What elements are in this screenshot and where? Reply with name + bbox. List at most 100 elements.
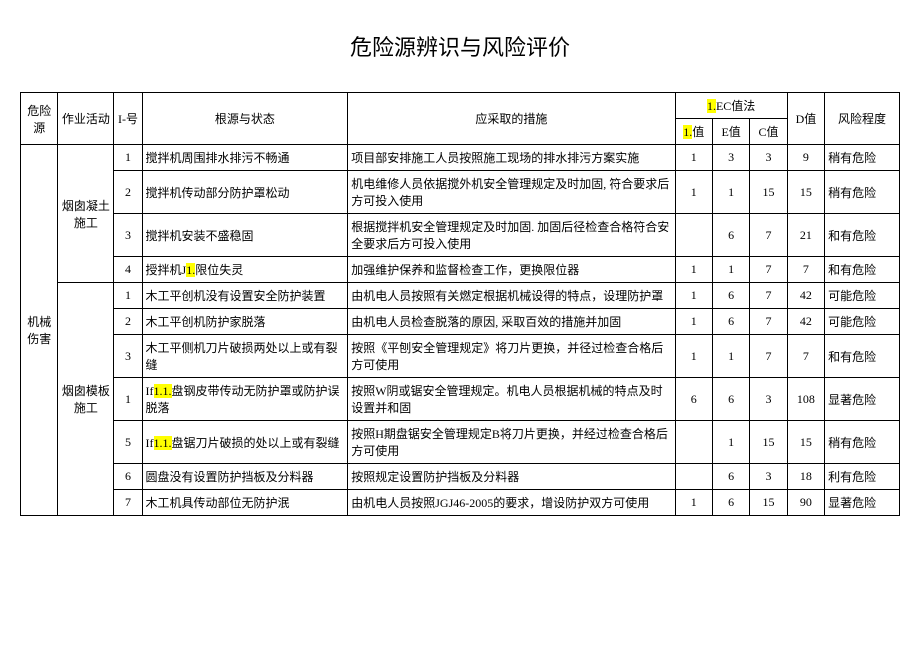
source-cell: 木工平创机没有设置安全防护装置 — [142, 283, 348, 309]
d-cell: 15 — [787, 421, 824, 464]
th-method: 1.EC值法 — [675, 93, 787, 119]
table-row: 3搅拌机安装不盛稳固根据搅拌机安全管理规定及时加固. 加固后径检查合格符合安全要… — [21, 214, 900, 257]
d-cell: 7 — [787, 257, 824, 283]
level-cell: 稍有危险 — [825, 421, 900, 464]
seq-cell: 5 — [114, 421, 142, 464]
l-cell: 1 — [675, 309, 712, 335]
source-cell: If1.1.盘锯刀片破损的处以上或有裂缝 — [142, 421, 348, 464]
activity-cell: 烟囱凝土施工 — [58, 145, 114, 283]
e-cell: 1 — [712, 257, 749, 283]
measure-cell: 按照规定设置防护挡板及分料器 — [348, 464, 675, 490]
table-row: 3木工平侧机刀片破损两处以上或有裂缝按照《平刨安全管理规定》将刀片更换，并径过检… — [21, 335, 900, 378]
d-cell: 9 — [787, 145, 824, 171]
d-cell: 18 — [787, 464, 824, 490]
l-cell: 1 — [675, 257, 712, 283]
c-cell: 7 — [750, 335, 787, 378]
source-cell: 搅拌机传动部分防护罩松动 — [142, 171, 348, 214]
th-source: 根源与状态 — [142, 93, 348, 145]
level-cell: 稍有危险 — [825, 171, 900, 214]
table-row: 2搅拌机传动部分防护罩松动机电维修人员依据搅外机安全管理规定及时加固, 符合要求… — [21, 171, 900, 214]
source-cell: 木工机具传动部位无防护泯 — [142, 490, 348, 516]
seq-cell: 6 — [114, 464, 142, 490]
c-cell: 7 — [750, 283, 787, 309]
th-hazard: 危险源 — [21, 93, 58, 145]
c-cell: 3 — [750, 464, 787, 490]
level-cell: 可能危险 — [825, 309, 900, 335]
e-cell: 6 — [712, 309, 749, 335]
l-cell — [675, 464, 712, 490]
th-d: D值 — [787, 93, 824, 145]
risk-table: 危险源 作业活动 I-号 根源与状态 应采取的措施 1.EC值法 D值 风险程度… — [20, 92, 900, 516]
level-cell: 显著危险 — [825, 378, 900, 421]
measure-cell: 机电维修人员依据搅外机安全管理规定及时加固, 符合要求后方可投入使用 — [348, 171, 675, 214]
measure-cell: 按照《平刨安全管理规定》将刀片更换，并径过检查合格后方可使用 — [348, 335, 675, 378]
seq-cell: 2 — [114, 171, 142, 214]
c-cell: 15 — [750, 171, 787, 214]
seq-cell: 3 — [114, 335, 142, 378]
c-cell: 15 — [750, 421, 787, 464]
measure-cell: 由机电人员按照有关燃定根据机械设得的特点，设理防护罩 — [348, 283, 675, 309]
c-cell: 15 — [750, 490, 787, 516]
d-cell: 21 — [787, 214, 824, 257]
l-cell: 1 — [675, 171, 712, 214]
level-cell: 和有危险 — [825, 335, 900, 378]
source-cell: 授拌机J1.限位失灵 — [142, 257, 348, 283]
measure-cell: 加强维护保养和监督检查工作，更换限位器 — [348, 257, 675, 283]
seq-cell: 3 — [114, 214, 142, 257]
table-row: 2木工平创机防护家脱落由机电人员检查脱落的原因, 采取百效的措施并加固16742… — [21, 309, 900, 335]
level-cell: 显著危险 — [825, 490, 900, 516]
level-cell: 稍有危险 — [825, 145, 900, 171]
c-cell: 3 — [750, 145, 787, 171]
seq-cell: 1 — [114, 283, 142, 309]
e-cell: 1 — [712, 335, 749, 378]
th-e: E值 — [712, 119, 749, 145]
source-cell: If1.1.盘钢皮带传动无防护罩或防护误脱落 — [142, 378, 348, 421]
source-cell: 木工平侧机刀片破损两处以上或有裂缝 — [142, 335, 348, 378]
seq-cell: 1 — [114, 145, 142, 171]
d-cell: 7 — [787, 335, 824, 378]
e-cell: 6 — [712, 214, 749, 257]
e-cell: 6 — [712, 378, 749, 421]
source-cell: 搅拌机安装不盛稳固 — [142, 214, 348, 257]
seq-cell: 1 — [114, 378, 142, 421]
hazard-cell: 机械伤害 — [21, 145, 58, 516]
measure-cell: 按照H期盘锯安全管理规定B将刀片更换，并经过检查合格后方可使用 — [348, 421, 675, 464]
seq-cell: 2 — [114, 309, 142, 335]
source-cell: 圆盘没有设置防护挡板及分料器 — [142, 464, 348, 490]
th-seq: I-号 — [114, 93, 142, 145]
measure-cell: 根据搅拌机安全管理规定及时加固. 加固后径检查合格符合安全要求后方可投入使用 — [348, 214, 675, 257]
l-cell: 1 — [675, 145, 712, 171]
e-cell: 1 — [712, 171, 749, 214]
e-cell: 6 — [712, 490, 749, 516]
table-row: 6圆盘没有设置防护挡板及分料器按照规定设置防护挡板及分料器6318利有危险 — [21, 464, 900, 490]
l-cell: 1 — [675, 283, 712, 309]
level-cell: 和有危险 — [825, 214, 900, 257]
activity-cell: 烟囱模板施工 — [58, 283, 114, 516]
l-cell: 1 — [675, 335, 712, 378]
th-c: C值 — [750, 119, 787, 145]
level-cell: 利有危险 — [825, 464, 900, 490]
l-cell — [675, 421, 712, 464]
d-cell: 42 — [787, 309, 824, 335]
source-cell: 木工平创机防护家脱落 — [142, 309, 348, 335]
th-l: 1.值 — [675, 119, 712, 145]
table-row: 7木工机具传动部位无防护泯由机电人员按照JGJ46-2005的要求，增设防护双方… — [21, 490, 900, 516]
th-measure: 应采取的措施 — [348, 93, 675, 145]
measure-cell: 由机电人员按照JGJ46-2005的要求，增设防护双方可使用 — [348, 490, 675, 516]
level-cell: 可能危险 — [825, 283, 900, 309]
th-level: 风险程度 — [825, 93, 900, 145]
th-activity: 作业活动 — [58, 93, 114, 145]
e-cell: 1 — [712, 421, 749, 464]
l-cell: 6 — [675, 378, 712, 421]
header-row-1: 危险源 作业活动 I-号 根源与状态 应采取的措施 1.EC值法 D值 风险程度 — [21, 93, 900, 119]
page-title: 危险源辨识与风险评价 — [20, 30, 900, 62]
d-cell: 108 — [787, 378, 824, 421]
table-row: 4授拌机J1.限位失灵加强维护保养和监督检查工作，更换限位器1177和有危险 — [21, 257, 900, 283]
d-cell: 15 — [787, 171, 824, 214]
level-cell: 和有危险 — [825, 257, 900, 283]
seq-cell: 7 — [114, 490, 142, 516]
c-cell: 7 — [750, 309, 787, 335]
seq-cell: 4 — [114, 257, 142, 283]
e-cell: 6 — [712, 283, 749, 309]
d-cell: 42 — [787, 283, 824, 309]
